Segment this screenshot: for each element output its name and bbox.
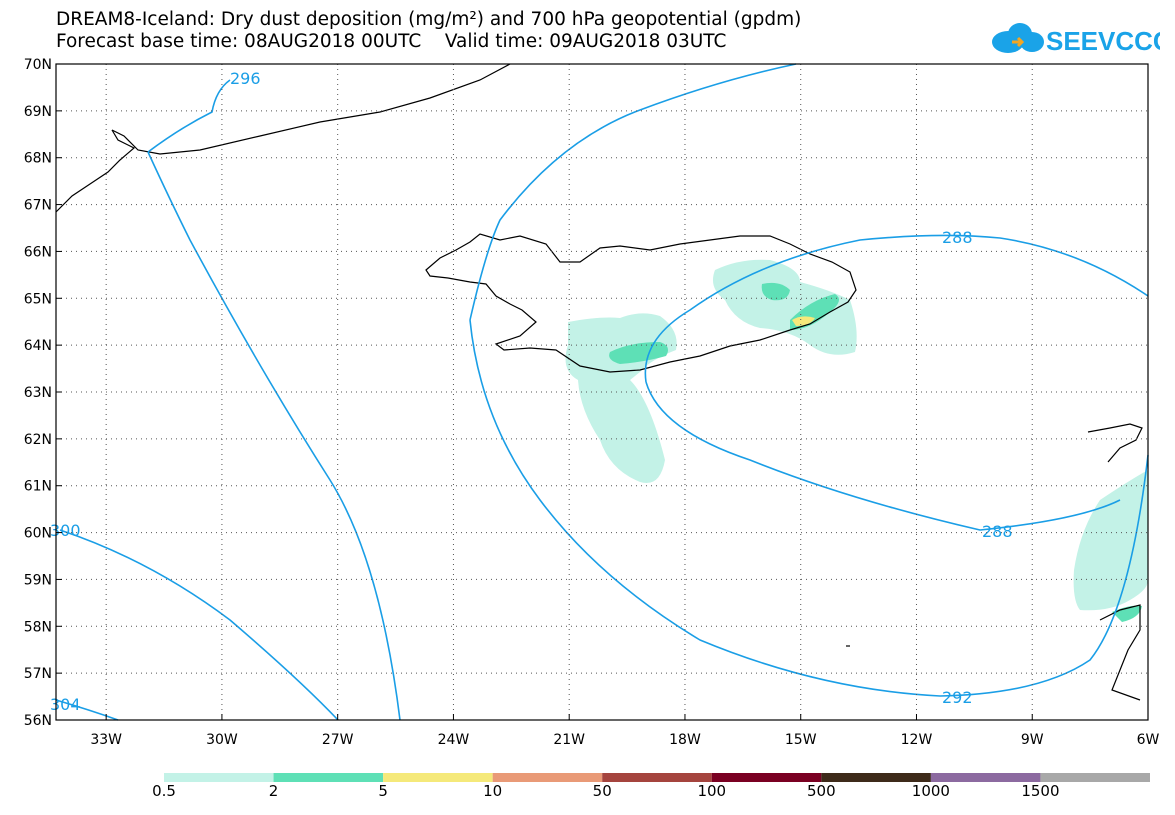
colorbar-swatch bbox=[164, 773, 274, 782]
chart-title-line1: DREAM8-Iceland: Dry dust deposition (mg/… bbox=[56, 9, 802, 30]
lat-label: 70N bbox=[24, 57, 52, 73]
lat-label: 67N bbox=[24, 198, 52, 214]
colorbar-label: 500 bbox=[807, 782, 836, 800]
lon-label: 6W bbox=[1137, 732, 1160, 748]
contour-label: 288 bbox=[942, 228, 973, 247]
dust-shading bbox=[565, 259, 1148, 622]
colorbar-swatch bbox=[711, 773, 822, 782]
lon-label: 9W bbox=[1021, 732, 1044, 748]
lon-label: 18W bbox=[669, 732, 701, 748]
colorbar-swatch bbox=[273, 773, 384, 782]
colorbar-label: 1500 bbox=[1021, 782, 1060, 800]
lat-label: 64N bbox=[24, 338, 52, 354]
colorbar-label: 10 bbox=[483, 782, 503, 800]
lon-label: 12W bbox=[901, 732, 933, 748]
colorbar-swatch bbox=[383, 773, 493, 782]
colorbar-swatch bbox=[602, 773, 712, 782]
cloud-icon bbox=[992, 23, 1044, 53]
colorbar-swatch bbox=[492, 773, 603, 782]
lat-label: 66N bbox=[24, 244, 52, 260]
lat-label: 65N bbox=[24, 291, 52, 307]
graticule bbox=[56, 64, 1148, 720]
colorbar-label: 50 bbox=[592, 782, 612, 800]
longitude-labels: 33W 30W 27W 24W 21W 18W 15W 12W 9W 6W bbox=[90, 714, 1160, 748]
colorbar-label: 0.5 bbox=[152, 782, 176, 800]
lon-label: 30W bbox=[206, 732, 238, 748]
lon-label: 24W bbox=[438, 732, 470, 748]
lat-label: 61N bbox=[24, 479, 52, 495]
lat-label: 69N bbox=[24, 104, 52, 120]
contour-label: 300 bbox=[50, 521, 81, 540]
geopotential-contours bbox=[55, 63, 1149, 721]
colorbar-label: 5 bbox=[378, 782, 388, 800]
lat-label: 63N bbox=[24, 385, 52, 401]
lon-label: 27W bbox=[322, 732, 354, 748]
contour-label: 288 bbox=[982, 522, 1013, 541]
lat-label: 57N bbox=[24, 666, 52, 682]
lon-label: 33W bbox=[90, 732, 122, 748]
lon-label: 21W bbox=[553, 732, 585, 748]
chart-title-line2: Forecast base time: 08AUG2018 00UTC Vali… bbox=[56, 31, 727, 52]
contour-label: 304 bbox=[50, 695, 81, 714]
colorbar-label: 100 bbox=[697, 782, 727, 800]
seevccc-logo: SEEVCCC bbox=[992, 23, 1160, 56]
lat-label: 56N bbox=[24, 713, 52, 729]
lat-label: 62N bbox=[24, 432, 52, 448]
coastlines bbox=[55, 63, 1143, 701]
contour-labels: 296 288 288 292 300 304 bbox=[50, 69, 1013, 714]
colorbar-label: 1000 bbox=[911, 782, 950, 800]
latitude-labels: 70N 69N 68N 67N 66N 65N 64N 63N 62N 61N 60N 59N 58N 5… bbox=[24, 57, 62, 729]
colorbar-swatch bbox=[821, 773, 931, 782]
lat-label: 68N bbox=[24, 151, 52, 167]
colorbar-label: 2 bbox=[268, 782, 279, 800]
lat-label: 60N bbox=[24, 526, 52, 542]
logo-text: SEEVCCC bbox=[1046, 26, 1160, 56]
colorbar bbox=[164, 773, 1150, 782]
colorbar-swatch bbox=[930, 773, 1041, 782]
lat-label: 58N bbox=[24, 619, 52, 635]
lat-label: 59N bbox=[24, 572, 52, 588]
contour-label: 296 bbox=[230, 69, 261, 88]
contour-label: 292 bbox=[942, 688, 973, 707]
colorbar-swatch bbox=[1040, 773, 1150, 782]
lon-label: 15W bbox=[785, 732, 817, 748]
